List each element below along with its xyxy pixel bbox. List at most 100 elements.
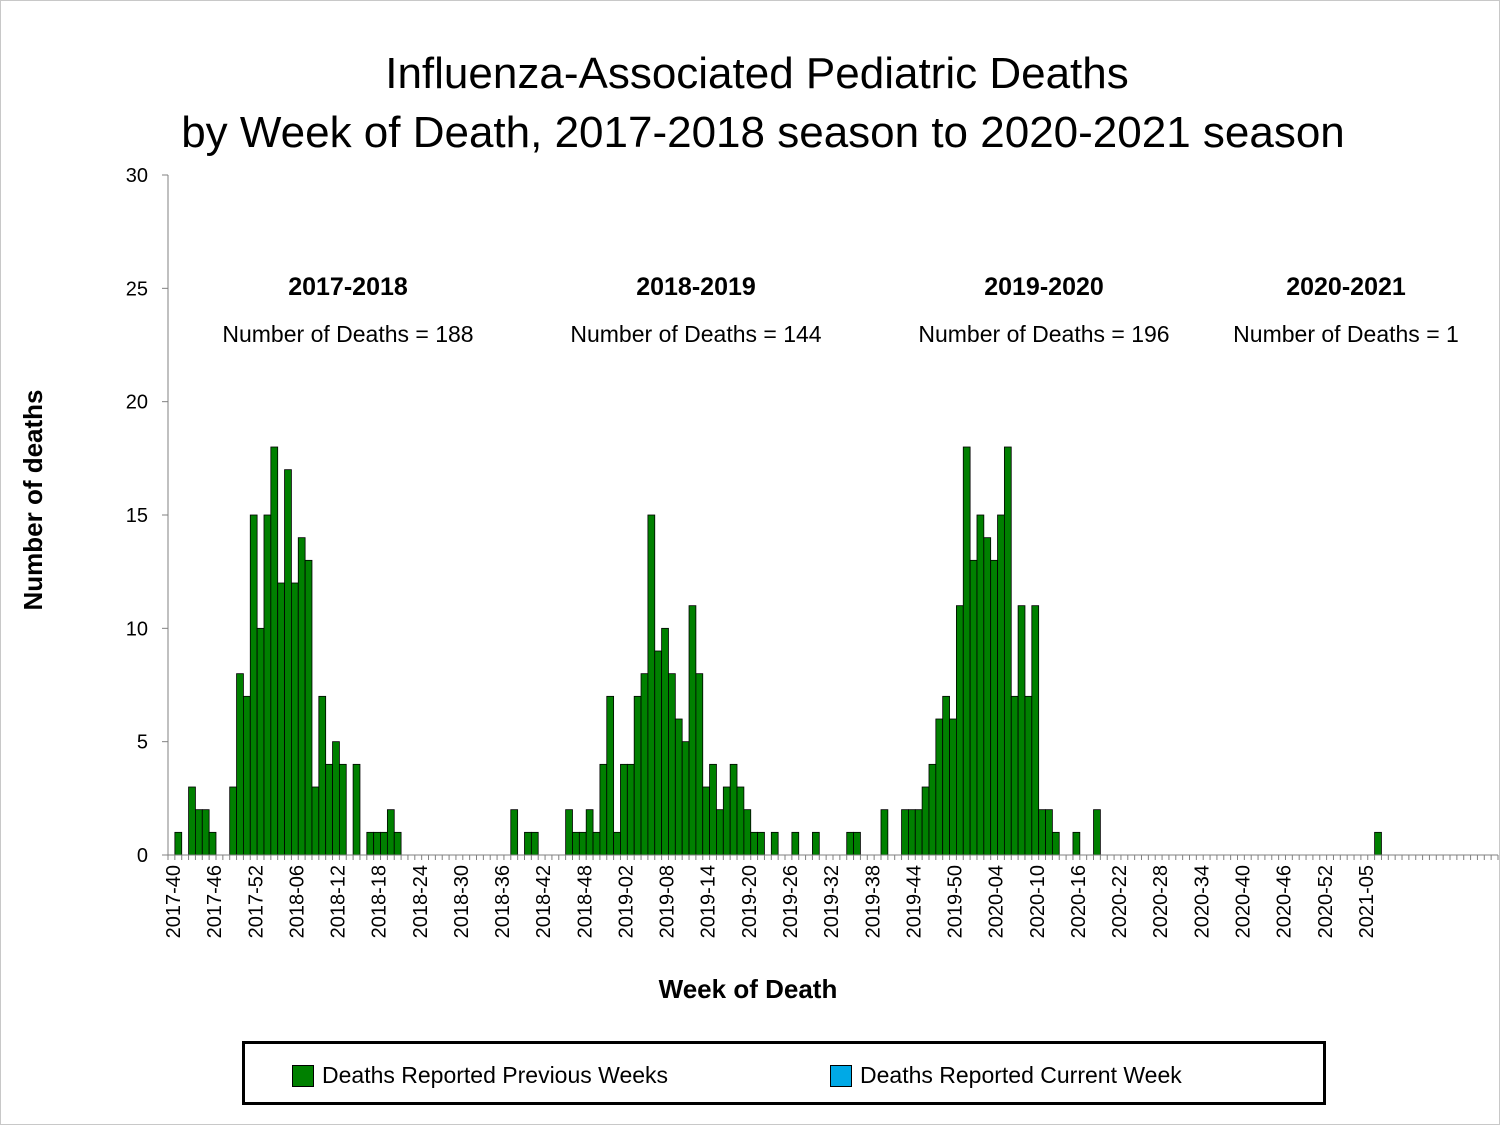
x-tick-label: 2018-30	[451, 865, 473, 938]
bar	[668, 673, 676, 856]
bar	[208, 831, 217, 856]
bar	[243, 695, 251, 856]
bar	[942, 695, 950, 856]
bar	[962, 446, 971, 856]
bar	[270, 446, 279, 856]
x-tick-label: 2020-04	[986, 865, 1008, 938]
bar	[626, 763, 635, 856]
season-deaths-2020-2021: Number of Deaths = 1	[1233, 321, 1459, 347]
bar	[606, 695, 615, 856]
bar	[729, 763, 738, 856]
bar	[1038, 809, 1046, 856]
x-tick-label: 2018-18	[369, 865, 391, 938]
x-tick-label: 2017-46	[204, 865, 226, 938]
bar	[640, 673, 649, 856]
bar	[256, 627, 265, 856]
bar	[188, 786, 196, 856]
bar	[318, 695, 327, 856]
bar	[1045, 809, 1053, 856]
bar	[332, 741, 340, 856]
bar	[613, 831, 621, 856]
bar	[908, 809, 916, 856]
season-label-2019-2020: 2019-2020	[984, 273, 1104, 301]
bar	[846, 831, 854, 856]
bar	[284, 469, 292, 856]
x-tick-label: 2019-26	[780, 865, 802, 938]
bar	[174, 831, 183, 856]
bar	[688, 605, 697, 856]
bar	[1051, 831, 1060, 856]
bar	[750, 831, 758, 856]
bar	[921, 786, 930, 856]
bar	[366, 831, 375, 856]
bar	[702, 786, 710, 856]
x-tick-label: 2018-12	[328, 865, 350, 938]
bar	[236, 673, 244, 856]
bar	[380, 831, 388, 856]
bar	[949, 718, 957, 856]
bar	[935, 718, 944, 856]
bar	[1072, 831, 1081, 856]
x-tick-label: 2020-10	[1027, 865, 1049, 938]
bar	[325, 763, 333, 856]
x-tick-label: 2018-24	[410, 865, 432, 938]
x-tick-label: 2019-50	[945, 865, 967, 938]
y-axis-title: Number of deaths	[18, 389, 48, 610]
x-tick-label: 2017-40	[163, 865, 185, 938]
bar	[1003, 446, 1012, 856]
bar	[674, 718, 683, 856]
bar	[1031, 605, 1040, 856]
bar	[716, 809, 724, 856]
bar	[853, 831, 861, 856]
bar	[722, 786, 731, 856]
bar	[201, 809, 210, 856]
bar	[290, 582, 299, 856]
legend-swatch-current	[830, 1064, 852, 1087]
bar	[633, 695, 642, 856]
bar	[969, 559, 978, 856]
bar	[736, 786, 745, 856]
legend-swatch-previous	[292, 1064, 314, 1087]
x-tick-label: 2018-36	[492, 865, 514, 938]
legend-label-previous: Deaths Reported Previous Weeks	[322, 1062, 669, 1088]
x-tick-label: 2018-06	[286, 865, 308, 938]
bar	[791, 831, 800, 856]
x-tick-label: 2017-52	[245, 865, 267, 938]
x-tick-label: 2019-14	[698, 865, 720, 938]
x-tick-label: 2018-48	[574, 865, 596, 938]
bar	[510, 809, 519, 856]
bar	[249, 514, 258, 856]
x-tick-label: 2020-46	[1274, 865, 1296, 938]
bar	[352, 763, 361, 856]
bar	[812, 831, 820, 856]
bar	[1093, 809, 1101, 856]
bar	[373, 831, 381, 856]
x-tick-label: 2019-32	[821, 865, 843, 938]
season-label-2020-2021: 2020-2021	[1286, 273, 1406, 301]
x-tick-label: 2018-42	[533, 865, 555, 938]
bar	[914, 809, 923, 856]
x-tick-label: 2019-20	[739, 865, 761, 938]
legend-item-current: Deaths Reported Current Week	[830, 1062, 1182, 1089]
season-deaths-2018-2019: Number of Deaths = 144	[570, 321, 821, 347]
bar	[956, 605, 964, 856]
bar	[770, 831, 779, 856]
bar	[297, 537, 306, 856]
bar	[928, 763, 937, 856]
y-tick-label: 25	[126, 278, 148, 300]
bar	[990, 559, 998, 856]
bar	[592, 831, 601, 856]
season-label-2018-2019: 2018-2019	[636, 273, 756, 301]
bar	[565, 809, 573, 856]
x-tick-label: 2019-02	[615, 865, 637, 938]
bar	[901, 809, 909, 856]
bar	[1010, 695, 1019, 856]
x-tick-label: 2020-34	[1191, 865, 1213, 938]
bar	[681, 741, 690, 856]
bar	[524, 831, 532, 856]
season-deaths-2019-2020: Number of Deaths = 196	[918, 321, 1169, 347]
x-tick-label: 2020-28	[1150, 865, 1172, 938]
chart-title-line-2: by Week of Death, 2017-2018 season to 20…	[181, 108, 1345, 157]
bar	[599, 763, 608, 856]
